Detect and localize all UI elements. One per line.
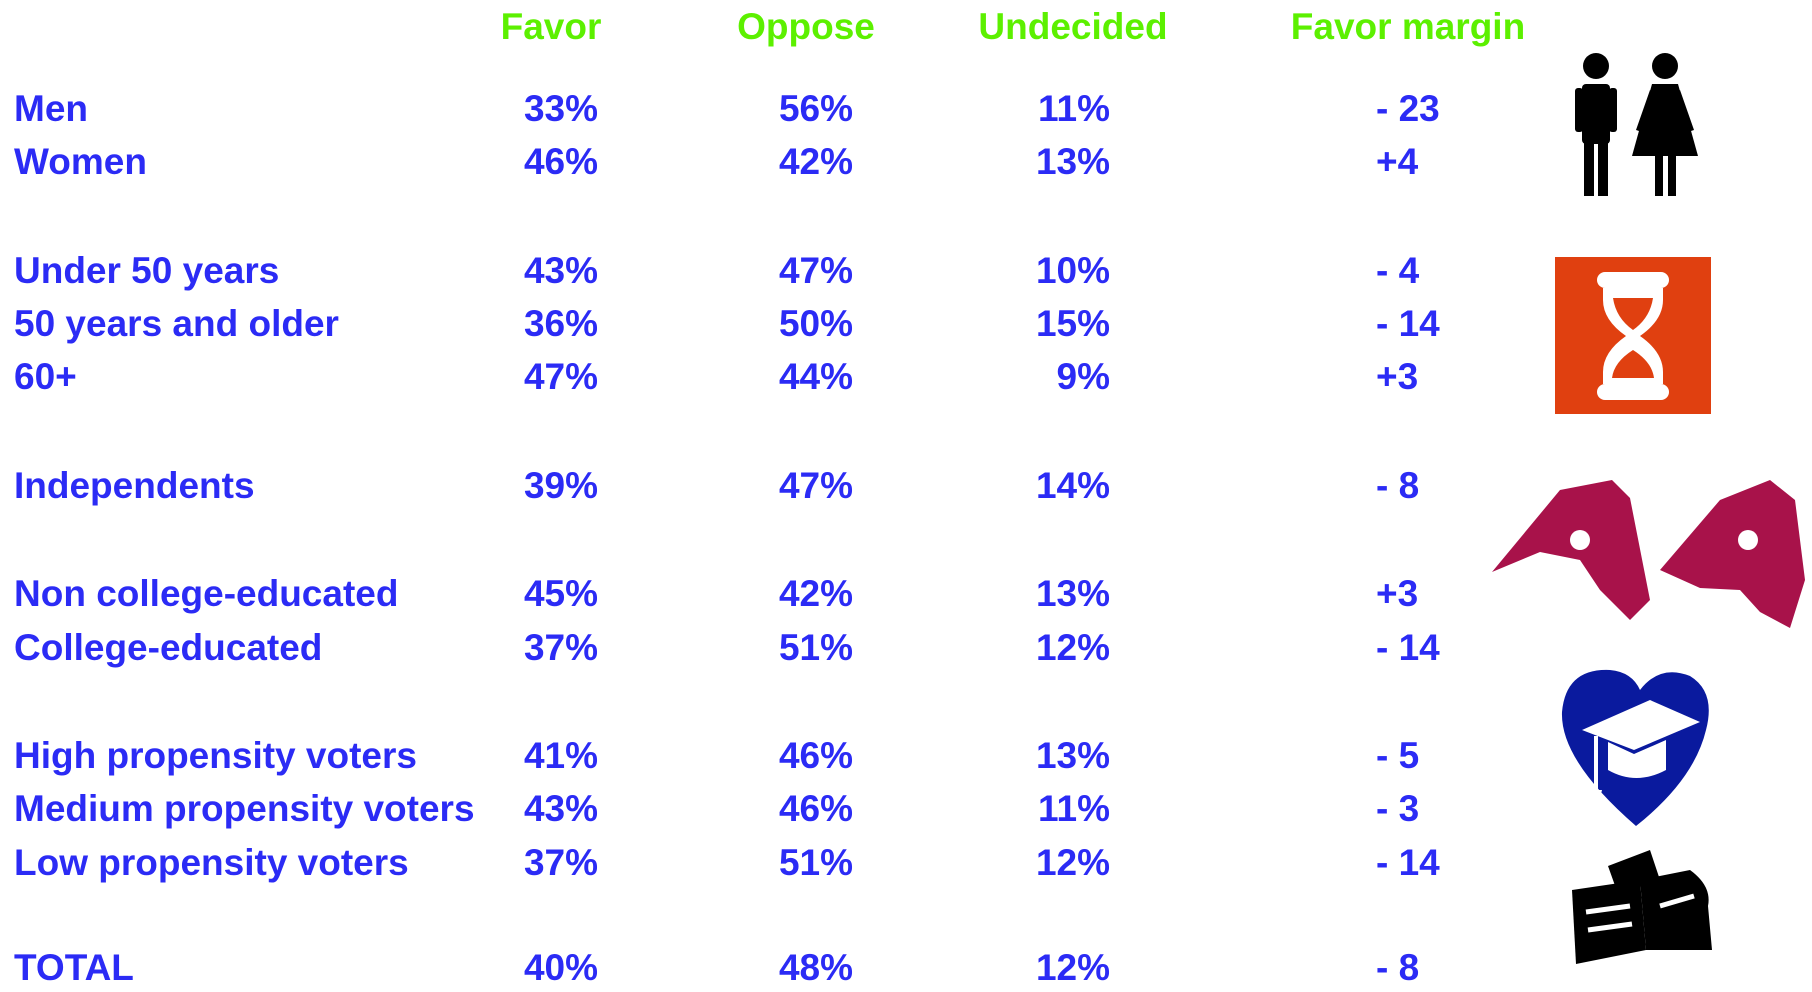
row-label: Men [14,88,88,129]
row-label: Medium propensity voters [14,788,475,829]
row-label: Low propensity voters [14,842,409,883]
undecided-value: 13% [1036,141,1110,182]
margin-value: - 8 [1376,465,1419,506]
undecided-value: 13% [1036,573,1110,614]
undecided-value: 12% [1036,947,1110,988]
hourglass-icon [1555,257,1711,414]
undecided-value: 12% [1036,842,1110,883]
oppose-value: 47% [779,465,853,506]
margin-value: - 14 [1376,842,1440,883]
row-label: Independents [14,465,255,506]
row-label: 60+ [14,356,77,397]
oppose-value: 56% [779,88,853,129]
oppose-value: 51% [779,627,853,668]
column-header: Favor margin [1291,6,1525,47]
favor-value: 43% [524,250,598,291]
row-label: 50 years and older [14,303,339,344]
undecided-value: 11% [1038,788,1110,829]
oppose-value: 51% [779,842,853,883]
undecided-value: 10% [1036,250,1110,291]
table: Favor Oppose Undecided Favor margin Men 33% 56… [14,6,1525,988]
margin-value: - 4 [1376,250,1420,291]
margin-value: +3 [1376,573,1418,614]
row-label: Under 50 years [14,250,279,291]
people-icon [1575,53,1698,196]
graduation-icon [1561,669,1709,826]
wallet-icon [1572,850,1712,964]
favor-value: 43% [524,788,598,829]
favor-value: 45% [524,573,598,614]
oppose-value: 42% [779,573,853,614]
column-header: Oppose [737,6,875,47]
margin-value: - 14 [1376,303,1440,344]
favor-value: 39% [524,465,598,506]
oppose-value: 46% [779,788,853,829]
margin-value: - 23 [1376,88,1440,129]
margin-value: - 5 [1376,735,1419,776]
oppose-value: 42% [779,141,853,182]
oppose-value: 48% [779,947,853,988]
party-icons [1492,480,1805,628]
oppose-value: 50% [779,303,853,344]
margin-value: - 14 [1376,627,1440,668]
margin-value: - 8 [1376,947,1419,988]
favor-value: 47% [524,356,598,397]
row-label: College-educated [14,627,322,668]
undecided-value: 11% [1038,88,1110,129]
oppose-value: 47% [779,250,853,291]
margin-value: - 3 [1376,788,1419,829]
favor-value: 41% [524,735,598,776]
row-label: Women [14,141,147,182]
row-label: High propensity voters [14,735,417,776]
column-header: Favor [501,6,602,47]
undecided-value: 14% [1036,465,1110,506]
oppose-value: 44% [779,356,853,397]
undecided-value: 13% [1036,735,1110,776]
column-header: Undecided [978,6,1167,47]
favor-value: 37% [524,627,598,668]
favor-value: 37% [524,842,598,883]
favor-value: 36% [524,303,598,344]
favor-value: 46% [524,141,598,182]
favor-value: 40% [524,947,598,988]
undecided-value: 15% [1036,303,1110,344]
margin-value: +3 [1376,356,1418,397]
undecided-value: 9% [1057,356,1110,397]
oppose-value: 46% [779,735,853,776]
undecided-value: 12% [1036,627,1110,668]
row-label: TOTAL [14,947,134,988]
margin-value: +4 [1376,141,1419,182]
row-label: Non college-educated [14,573,398,614]
favor-value: 33% [524,88,598,129]
